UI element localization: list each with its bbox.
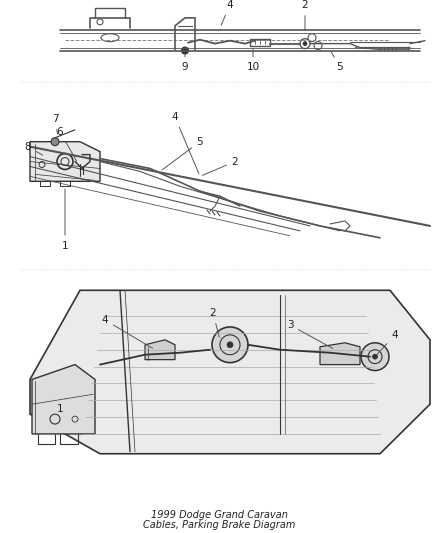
Circle shape: [181, 47, 188, 54]
Text: 5: 5: [162, 136, 203, 170]
Text: 10: 10: [246, 49, 259, 72]
Text: 7: 7: [52, 114, 58, 134]
Text: 1: 1: [57, 399, 66, 414]
Circle shape: [302, 42, 306, 46]
Text: 2: 2: [209, 308, 219, 337]
Text: 1: 1: [62, 189, 68, 251]
Circle shape: [372, 354, 377, 359]
Text: 5: 5: [331, 52, 343, 72]
Circle shape: [212, 327, 247, 362]
Text: 9: 9: [181, 53, 188, 72]
Text: 2: 2: [202, 157, 238, 175]
Text: 1999 Dodge Grand Caravan: 1999 Dodge Grand Caravan: [150, 510, 287, 520]
Text: 8: 8: [25, 142, 42, 155]
Polygon shape: [319, 343, 359, 365]
Text: 4: 4: [171, 112, 198, 174]
Text: 2: 2: [301, 0, 307, 30]
Text: 3: 3: [286, 320, 332, 349]
Circle shape: [51, 138, 59, 146]
Text: 4: 4: [221, 0, 233, 25]
Polygon shape: [30, 142, 100, 181]
Polygon shape: [30, 290, 429, 454]
Circle shape: [226, 342, 233, 348]
Polygon shape: [32, 365, 95, 434]
Text: 4: 4: [376, 330, 397, 354]
Text: 4: 4: [102, 315, 152, 348]
Polygon shape: [145, 340, 175, 360]
Text: 6: 6: [57, 127, 77, 161]
Text: Cables, Parking Brake Diagram: Cables, Parking Brake Diagram: [142, 520, 294, 530]
Circle shape: [360, 343, 388, 370]
